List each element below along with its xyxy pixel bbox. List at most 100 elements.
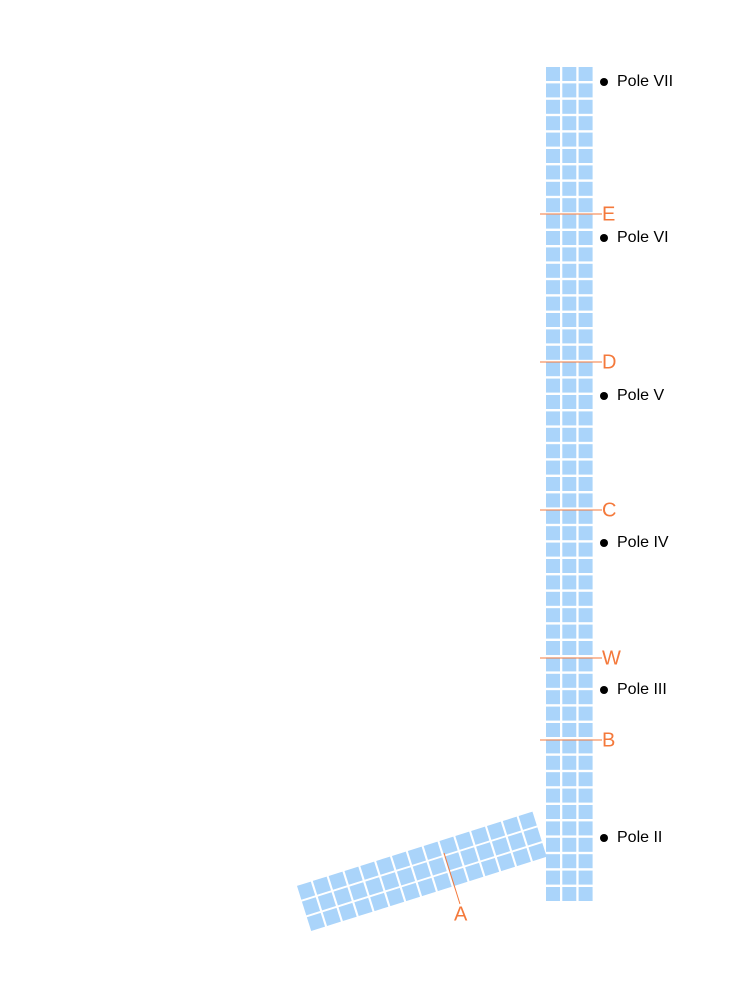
panel-cell: [512, 847, 531, 867]
panel-cell: [546, 67, 560, 81]
panel-cell: [546, 591, 560, 606]
panel-cell: [546, 608, 560, 623]
labels: Pole VII Pole VI Pole V Pole IV Pole III Pole…: [443, 73, 673, 925]
panel-cell: [507, 832, 526, 851]
panel-cell: [546, 575, 560, 590]
panel-cell: [401, 882, 421, 902]
panel-cell: [562, 460, 577, 475]
pole-dot: [600, 78, 608, 86]
panel-cell: [365, 877, 384, 896]
panel-cell: [546, 149, 560, 163]
panel-cell: [546, 181, 560, 196]
panel-cell: [562, 870, 577, 885]
panel-cell: [562, 657, 577, 672]
panel-cell: [562, 444, 577, 459]
panel-cell: [562, 99, 577, 114]
panel-cell: [546, 559, 560, 573]
panel-cell: [496, 852, 516, 872]
panel-cell: [562, 624, 577, 639]
panel-cell: [423, 841, 442, 860]
panel-cell: [562, 263, 577, 278]
panel-cell: [562, 411, 577, 426]
panel-cell: [562, 378, 577, 393]
panel-cell: [578, 575, 593, 590]
panel-cell: [578, 673, 593, 688]
panel-cell: [296, 881, 316, 900]
panel-cell: [562, 591, 577, 606]
panel-cell: [578, 247, 593, 262]
panel-cell: [333, 887, 352, 906]
panel-cell: [439, 836, 458, 855]
panel-cell: [455, 831, 474, 850]
panel-cell: [428, 857, 447, 876]
panel-cell: [562, 116, 577, 131]
panel-cell: [562, 887, 577, 901]
panel-cell: [578, 887, 593, 901]
panel-cell: [376, 856, 395, 875]
panel-cell: [412, 862, 431, 881]
panel-cell: [578, 739, 593, 754]
panel-cell: [578, 821, 593, 836]
panel-cell: [546, 231, 560, 245]
panel-cell: [578, 657, 593, 672]
panel-cell: [578, 805, 593, 819]
panel-cell: [562, 493, 577, 508]
panel-cell: [546, 198, 560, 213]
panel-cell: [546, 116, 560, 131]
panel-cell: [546, 641, 560, 655]
panel-cell: [546, 296, 560, 311]
panel-cell: [301, 897, 321, 916]
panel-cell: [546, 526, 560, 541]
panel-cell: [562, 313, 577, 327]
panel-cell: [578, 755, 593, 770]
panel-cell: [360, 861, 379, 880]
panel-cell: [578, 198, 593, 213]
panel-cell: [546, 214, 560, 229]
panel-cell: [562, 837, 577, 852]
panel-cell: [528, 842, 547, 862]
panel-cell: [546, 837, 560, 852]
panel-cell: [396, 867, 416, 886]
section-label: W: [602, 647, 621, 669]
panel-cell: [578, 67, 593, 81]
section-label: B: [602, 729, 615, 751]
panel-cell: [578, 378, 593, 393]
panel-cell: [471, 826, 490, 845]
panel-cell: [578, 477, 593, 491]
panel-cell: [444, 852, 463, 871]
panel-cell: [546, 99, 560, 114]
panel-cell: [578, 772, 593, 787]
panel-cell: [562, 739, 577, 754]
panel-cell: [562, 542, 577, 557]
panel-cell: [486, 821, 506, 840]
panel-cell: [546, 723, 560, 737]
panel-cell: [546, 624, 560, 639]
panel-cell: [546, 378, 560, 393]
pole-label: Pole V: [617, 387, 664, 404]
panel-cell: [578, 231, 593, 245]
panel-cell: [546, 83, 560, 98]
panel-cell: [562, 772, 577, 787]
panel-cell: [349, 882, 368, 901]
panel-cell: [546, 657, 560, 672]
panel-cell: [578, 641, 593, 655]
panel-cell: [546, 263, 560, 278]
panel-cell: [562, 280, 577, 295]
panel-cell: [546, 673, 560, 688]
panel-cell: [578, 870, 593, 885]
panel-cell: [578, 181, 593, 196]
panel-cell: [546, 247, 560, 262]
panel-cell: [354, 897, 373, 917]
panel-cell: [578, 608, 593, 623]
panel-cell: [578, 132, 593, 147]
panel-cell: [562, 83, 577, 98]
panel-cell: [562, 706, 577, 721]
panel-cell: [578, 395, 593, 409]
diagonal-strip: [296, 811, 547, 932]
pole-label: Pole VI: [617, 229, 669, 246]
panel-cell: [562, 526, 577, 541]
panel-cell: [546, 493, 560, 508]
section-label: D: [602, 351, 616, 373]
panel-cell: [449, 867, 468, 887]
